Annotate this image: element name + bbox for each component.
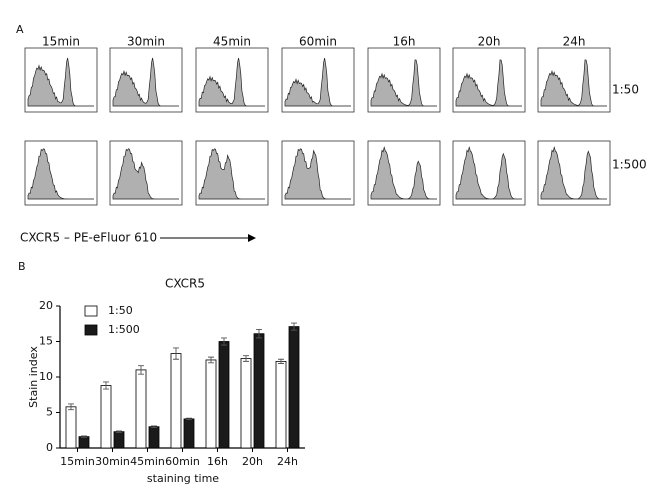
row-label: 1:50 [612,83,639,97]
bar [218,341,230,449]
bar [253,333,265,449]
bar [100,385,112,449]
legend-label: 1:50 [108,304,133,317]
y-tick-label: 0 [46,441,53,454]
histogram [540,59,607,107]
arrow-head [248,234,256,242]
histogram-frame [109,47,183,113]
y-tick-label: 20 [39,299,53,312]
histogram-frame [452,47,526,113]
error-bar [103,381,109,390]
histogram [112,57,179,107]
row-label: 1:500 [612,158,647,172]
x-axis-title: staining time [147,472,219,485]
column-label: 60min [299,35,337,49]
bar [148,426,160,449]
histogram [455,59,522,107]
histogram [284,148,351,200]
histogram-frame [537,47,611,113]
y-tick-label: 10 [39,370,53,383]
histogram-frame [537,140,611,206]
x-tick-label: 16h [207,455,228,468]
bar [288,326,300,449]
histogram-frame [24,140,98,206]
histogram [540,145,607,200]
y-axis-title: Stain index [27,346,40,408]
y-tick-label: 5 [46,406,53,419]
x-tick-label: 45min [130,455,165,468]
histogram-frame [367,140,441,206]
histogram-frame [367,47,441,113]
bar [135,369,147,449]
x-tick-label: 60min [165,455,200,468]
histogram [27,57,94,107]
error-bar [68,403,74,411]
error-bar [243,355,249,362]
legend-swatch [84,305,98,317]
histogram [370,59,437,107]
histogram-frame [281,47,355,113]
error-bar [221,337,227,346]
chart-title: CXCR5 [165,277,205,291]
x-tick-label: 15min [60,455,95,468]
column-label: 15min [42,35,80,49]
error-bar [208,356,214,364]
x-tick-label: 20h [242,455,263,468]
axis-label: CXCR5 – PE-eFluor 610 [20,231,157,245]
bar [170,353,182,449]
error-bar [256,328,262,339]
error-bar [116,430,122,433]
histogram [370,145,437,200]
histogram [198,148,265,200]
error-bar [186,417,192,421]
panel-label: A [16,23,24,36]
histogram-frame [109,140,183,206]
histogram-frame [281,140,355,206]
error-bar [173,347,179,360]
error-bar [278,358,284,364]
histogram [27,148,94,200]
error-bar [151,425,157,428]
histogram-frame [24,47,98,113]
bar [275,360,287,449]
bar [205,359,217,449]
error-bar [291,322,297,331]
legend-swatch [84,324,98,336]
bar [113,431,125,449]
histogram [284,57,351,107]
bar [183,418,195,449]
error-bar [81,435,87,438]
x-tick-label: 24h [277,455,298,468]
histogram-frame [195,47,269,113]
bar [65,406,77,449]
histogram [112,148,179,200]
histogram-frame [195,140,269,206]
histogram [455,145,522,200]
legend-label: 1:500 [108,323,140,336]
column-label: 30min [127,35,165,49]
y-tick-label: 15 [39,335,53,348]
histogram-frame [452,140,526,206]
column-label: 24h [563,35,586,49]
error-bar [138,365,144,375]
histogram [198,57,265,107]
bar [78,436,90,449]
column-label: 16h [393,35,416,49]
column-label: 45min [213,35,251,49]
column-label: 20h [478,35,501,49]
x-tick-label: 30min [95,455,130,468]
bar [240,358,252,449]
panel-label: B [18,260,26,273]
